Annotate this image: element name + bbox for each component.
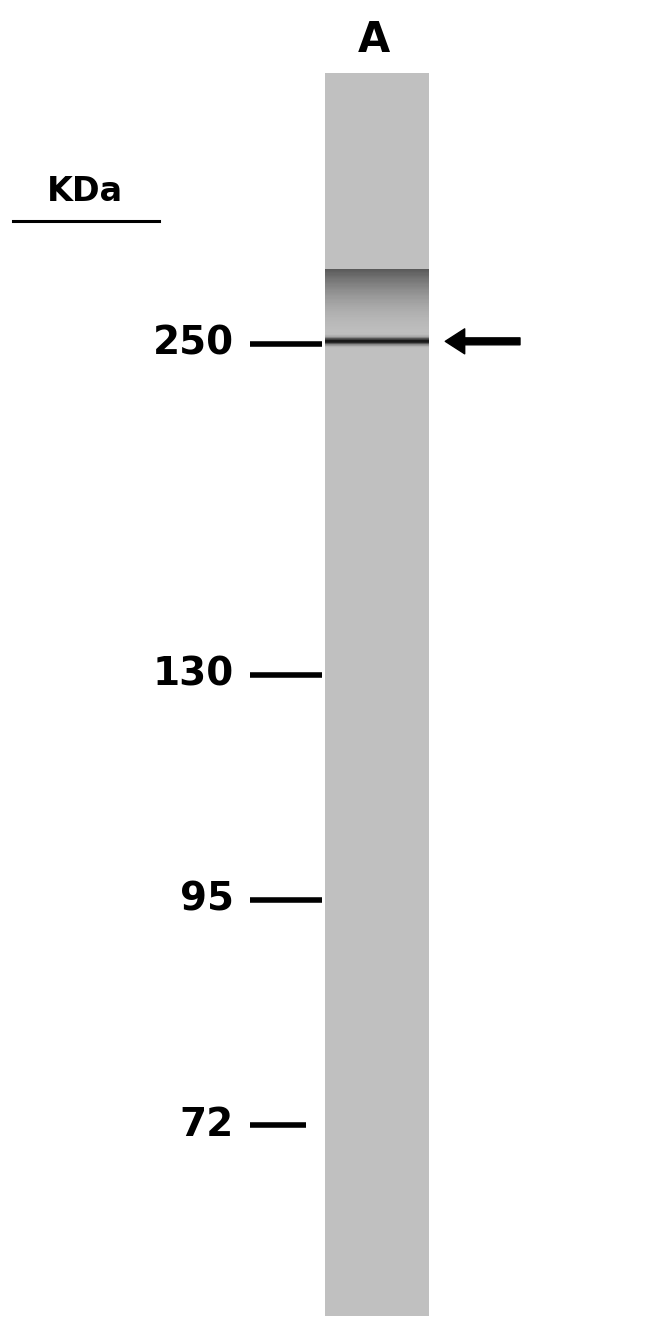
- Text: 250: 250: [153, 325, 234, 363]
- Text: KDa: KDa: [46, 176, 123, 208]
- Bar: [325, 73, 429, 1316]
- Text: 130: 130: [153, 656, 234, 693]
- Text: 72: 72: [180, 1106, 234, 1143]
- Text: 95: 95: [180, 881, 234, 918]
- Text: A: A: [358, 19, 390, 61]
